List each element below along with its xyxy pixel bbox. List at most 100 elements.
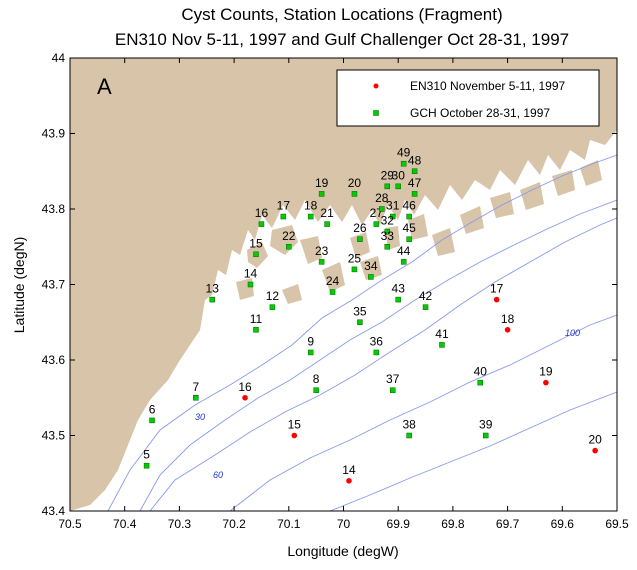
contour-inner bbox=[139, 199, 617, 511]
contour-outer bbox=[329, 391, 617, 511]
gch-station-marker bbox=[389, 387, 396, 393]
legend-en310-marker bbox=[373, 83, 379, 89]
island bbox=[322, 262, 345, 292]
y-tick-label: 44 bbox=[52, 51, 66, 65]
gch-station-marker bbox=[329, 289, 336, 295]
en310-station-marker bbox=[543, 379, 549, 386]
gch-station-marker bbox=[389, 213, 396, 220]
gch-station-marker bbox=[395, 183, 401, 190]
gch-station-label: 22 bbox=[282, 229, 296, 243]
gch-station-marker bbox=[351, 266, 358, 273]
gch-station-label: 34 bbox=[364, 259, 378, 273]
gch-station-label: 21 bbox=[320, 206, 334, 220]
y-tick-label: 43.4 bbox=[42, 504, 66, 518]
island bbox=[282, 284, 302, 304]
gch-station-label: 48 bbox=[408, 153, 422, 167]
gch-station-label: 44 bbox=[397, 244, 411, 258]
gch-station-label: 39 bbox=[479, 418, 493, 432]
en310-station-label: 14 bbox=[342, 463, 356, 477]
gch-station-label: 25 bbox=[348, 251, 362, 265]
legend-box bbox=[336, 69, 600, 127]
en310-station-label: 16 bbox=[238, 380, 252, 394]
gch-station-label: 26 bbox=[353, 221, 367, 235]
gch-station-label: 32 bbox=[381, 214, 395, 228]
gch-station-marker bbox=[318, 259, 325, 265]
gch-station-label: 41 bbox=[435, 327, 449, 341]
gch-station-marker bbox=[482, 432, 489, 439]
en310-station-marker bbox=[242, 394, 248, 401]
gch-station-label: 28 bbox=[375, 191, 389, 205]
x-tick-label: 70.5 bbox=[58, 517, 82, 531]
gch-station-marker bbox=[149, 417, 155, 424]
gch-station-label: 49 bbox=[397, 146, 411, 160]
gch-station-label: 46 bbox=[402, 199, 416, 213]
x-tick-label: 69.7 bbox=[496, 517, 520, 531]
gch-station-marker bbox=[406, 213, 412, 220]
contour-30 bbox=[107, 154, 617, 511]
x-tick-label: 69.9 bbox=[387, 517, 411, 531]
gch-station-label: 5 bbox=[143, 448, 150, 462]
y-tick-label: 43.9 bbox=[42, 127, 66, 141]
en310-station-label: 15 bbox=[288, 418, 302, 432]
gch-station-label: 23 bbox=[315, 244, 329, 258]
contour-label-60: 60 bbox=[213, 470, 223, 480]
gch-station-marker bbox=[318, 191, 325, 197]
x-tick-label: 69.8 bbox=[441, 517, 465, 531]
gch-station-marker bbox=[307, 213, 314, 220]
island bbox=[520, 182, 544, 210]
gch-station-label: 15 bbox=[249, 236, 263, 250]
x-axis-label: Longitude (degW) bbox=[287, 543, 398, 559]
gch-station-marker bbox=[384, 228, 391, 235]
contour-60 bbox=[149, 217, 617, 511]
en310-station-marker bbox=[504, 327, 511, 333]
y-tick-label: 43.6 bbox=[42, 353, 66, 367]
en310-station-marker bbox=[346, 478, 352, 484]
gch-station-marker bbox=[253, 327, 259, 333]
x-tick-label: 69.5 bbox=[605, 517, 629, 531]
gch-station-marker bbox=[373, 349, 380, 356]
gch-station-label: 18 bbox=[304, 199, 318, 213]
chart-title-line1: Cyst Counts, Station Locations (Fragment… bbox=[181, 5, 502, 24]
en310-station-marker bbox=[493, 296, 500, 303]
gch-station-label: 47 bbox=[408, 176, 422, 190]
gch-station-marker bbox=[286, 244, 292, 250]
island bbox=[432, 228, 455, 256]
chart-title-line2: EN310 Nov 5-11, 1997 and Gulf Challenger… bbox=[115, 30, 569, 49]
gch-station-marker bbox=[395, 296, 401, 303]
gch-station-label: 33 bbox=[381, 229, 395, 243]
gch-station-label: 14 bbox=[244, 267, 258, 281]
mainland-coast bbox=[70, 58, 617, 511]
gch-station-label: 29 bbox=[381, 168, 395, 182]
gch-station-marker bbox=[324, 221, 330, 227]
contour-label-30: 30 bbox=[195, 412, 205, 422]
gch-station-label: 16 bbox=[255, 206, 269, 220]
gch-station-label: 20 bbox=[348, 176, 362, 190]
gch-station-label: 45 bbox=[402, 221, 416, 235]
gch-station-marker bbox=[379, 206, 385, 212]
gch-station-marker bbox=[422, 304, 429, 310]
gch-station-marker bbox=[400, 160, 407, 167]
gch-station-label: 42 bbox=[419, 289, 433, 303]
gch-station-marker bbox=[411, 191, 418, 197]
gch-station-marker bbox=[411, 168, 418, 174]
y-tick-label: 43.8 bbox=[42, 202, 66, 216]
gch-station-marker bbox=[269, 304, 276, 310]
gch-station-marker bbox=[477, 379, 483, 386]
x-tick-label: 70.4 bbox=[113, 517, 137, 531]
gch-station-label: 36 bbox=[370, 334, 384, 348]
gch-station-marker bbox=[193, 395, 199, 401]
gch-station-marker bbox=[313, 387, 319, 393]
gch-station-marker bbox=[357, 319, 363, 325]
gch-station-marker bbox=[258, 221, 265, 227]
gch-station-label: 24 bbox=[326, 274, 340, 288]
gch-station-label: 30 bbox=[392, 168, 406, 182]
gch-station-marker bbox=[351, 191, 358, 197]
y-tick-label: 43.7 bbox=[42, 278, 66, 292]
contour-100 bbox=[229, 314, 617, 511]
x-tick-label: 70.3 bbox=[168, 517, 192, 531]
gch-station-marker bbox=[209, 296, 215, 303]
en310-station-label: 17 bbox=[490, 282, 504, 296]
gch-station-label: 13 bbox=[206, 282, 220, 296]
gch-station-marker bbox=[406, 432, 412, 439]
